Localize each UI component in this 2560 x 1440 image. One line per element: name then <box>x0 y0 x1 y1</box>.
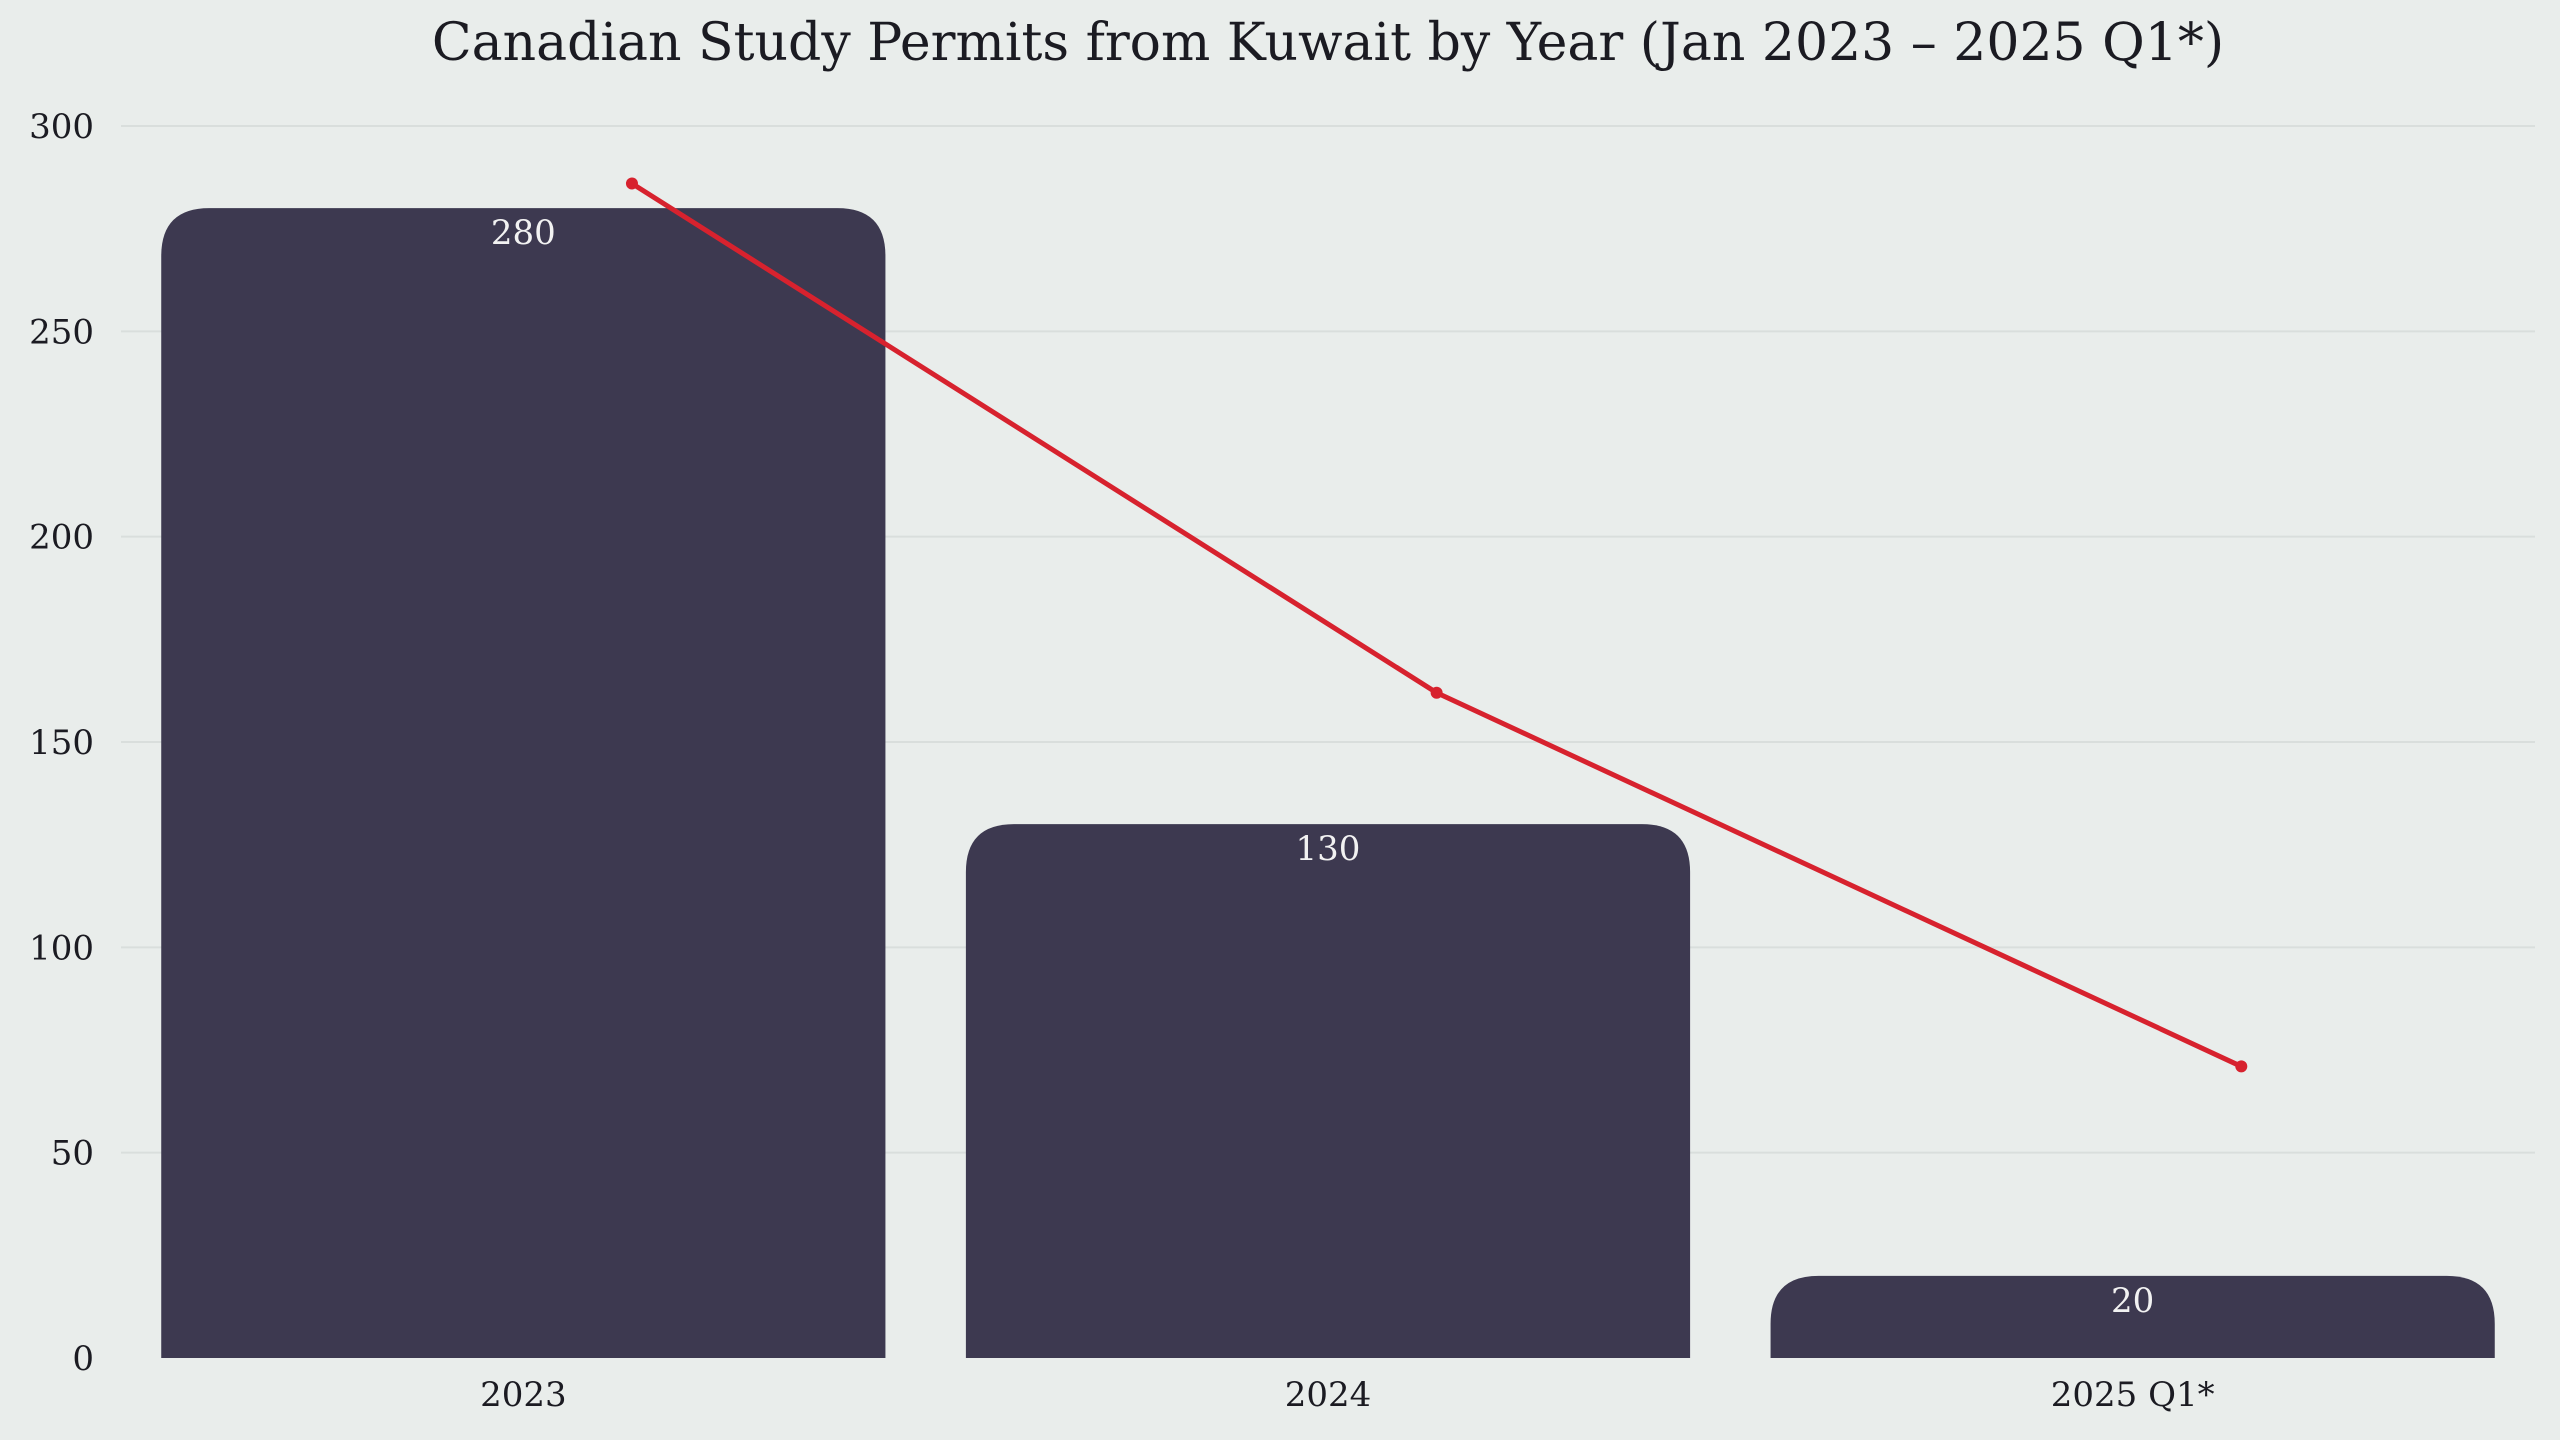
y-axis: 0 50 100 150 200 250 300 <box>29 107 94 1379</box>
y-tick-label: 200 <box>29 518 94 558</box>
trend-line <box>625 177 2248 1073</box>
y-tick-label: 50 <box>51 1134 94 1174</box>
bar-value-label: 20 <box>2111 1281 2154 1321</box>
x-axis: 2023 2024 2025 Q1* <box>480 1375 2215 1415</box>
y-tick-label: 0 <box>72 1339 94 1379</box>
bar-2024 <box>965 824 1691 1358</box>
bar-2023 <box>161 208 886 1359</box>
trend-point <box>1430 686 1443 699</box>
y-tick-label: 300 <box>29 107 94 147</box>
trend-point <box>2235 1060 2248 1073</box>
x-tick-label: 2024 <box>1285 1375 1372 1415</box>
y-tick-label: 250 <box>29 312 94 352</box>
bar-2025-q1- <box>1770 1275 2495 1358</box>
bar-value-label: 130 <box>1296 829 1361 869</box>
bar-value-label: 280 <box>491 213 556 253</box>
y-tick-label: 100 <box>29 928 94 968</box>
x-tick-label: 2025 Q1* <box>2051 1375 2215 1415</box>
trend-point <box>625 177 638 190</box>
bars: 280 130 20 <box>161 208 2495 1359</box>
x-tick-label: 2023 <box>480 1375 567 1415</box>
y-tick-label: 150 <box>29 723 94 763</box>
chart-title: Canadian Study Permits from Kuwait by Ye… <box>432 13 2224 73</box>
